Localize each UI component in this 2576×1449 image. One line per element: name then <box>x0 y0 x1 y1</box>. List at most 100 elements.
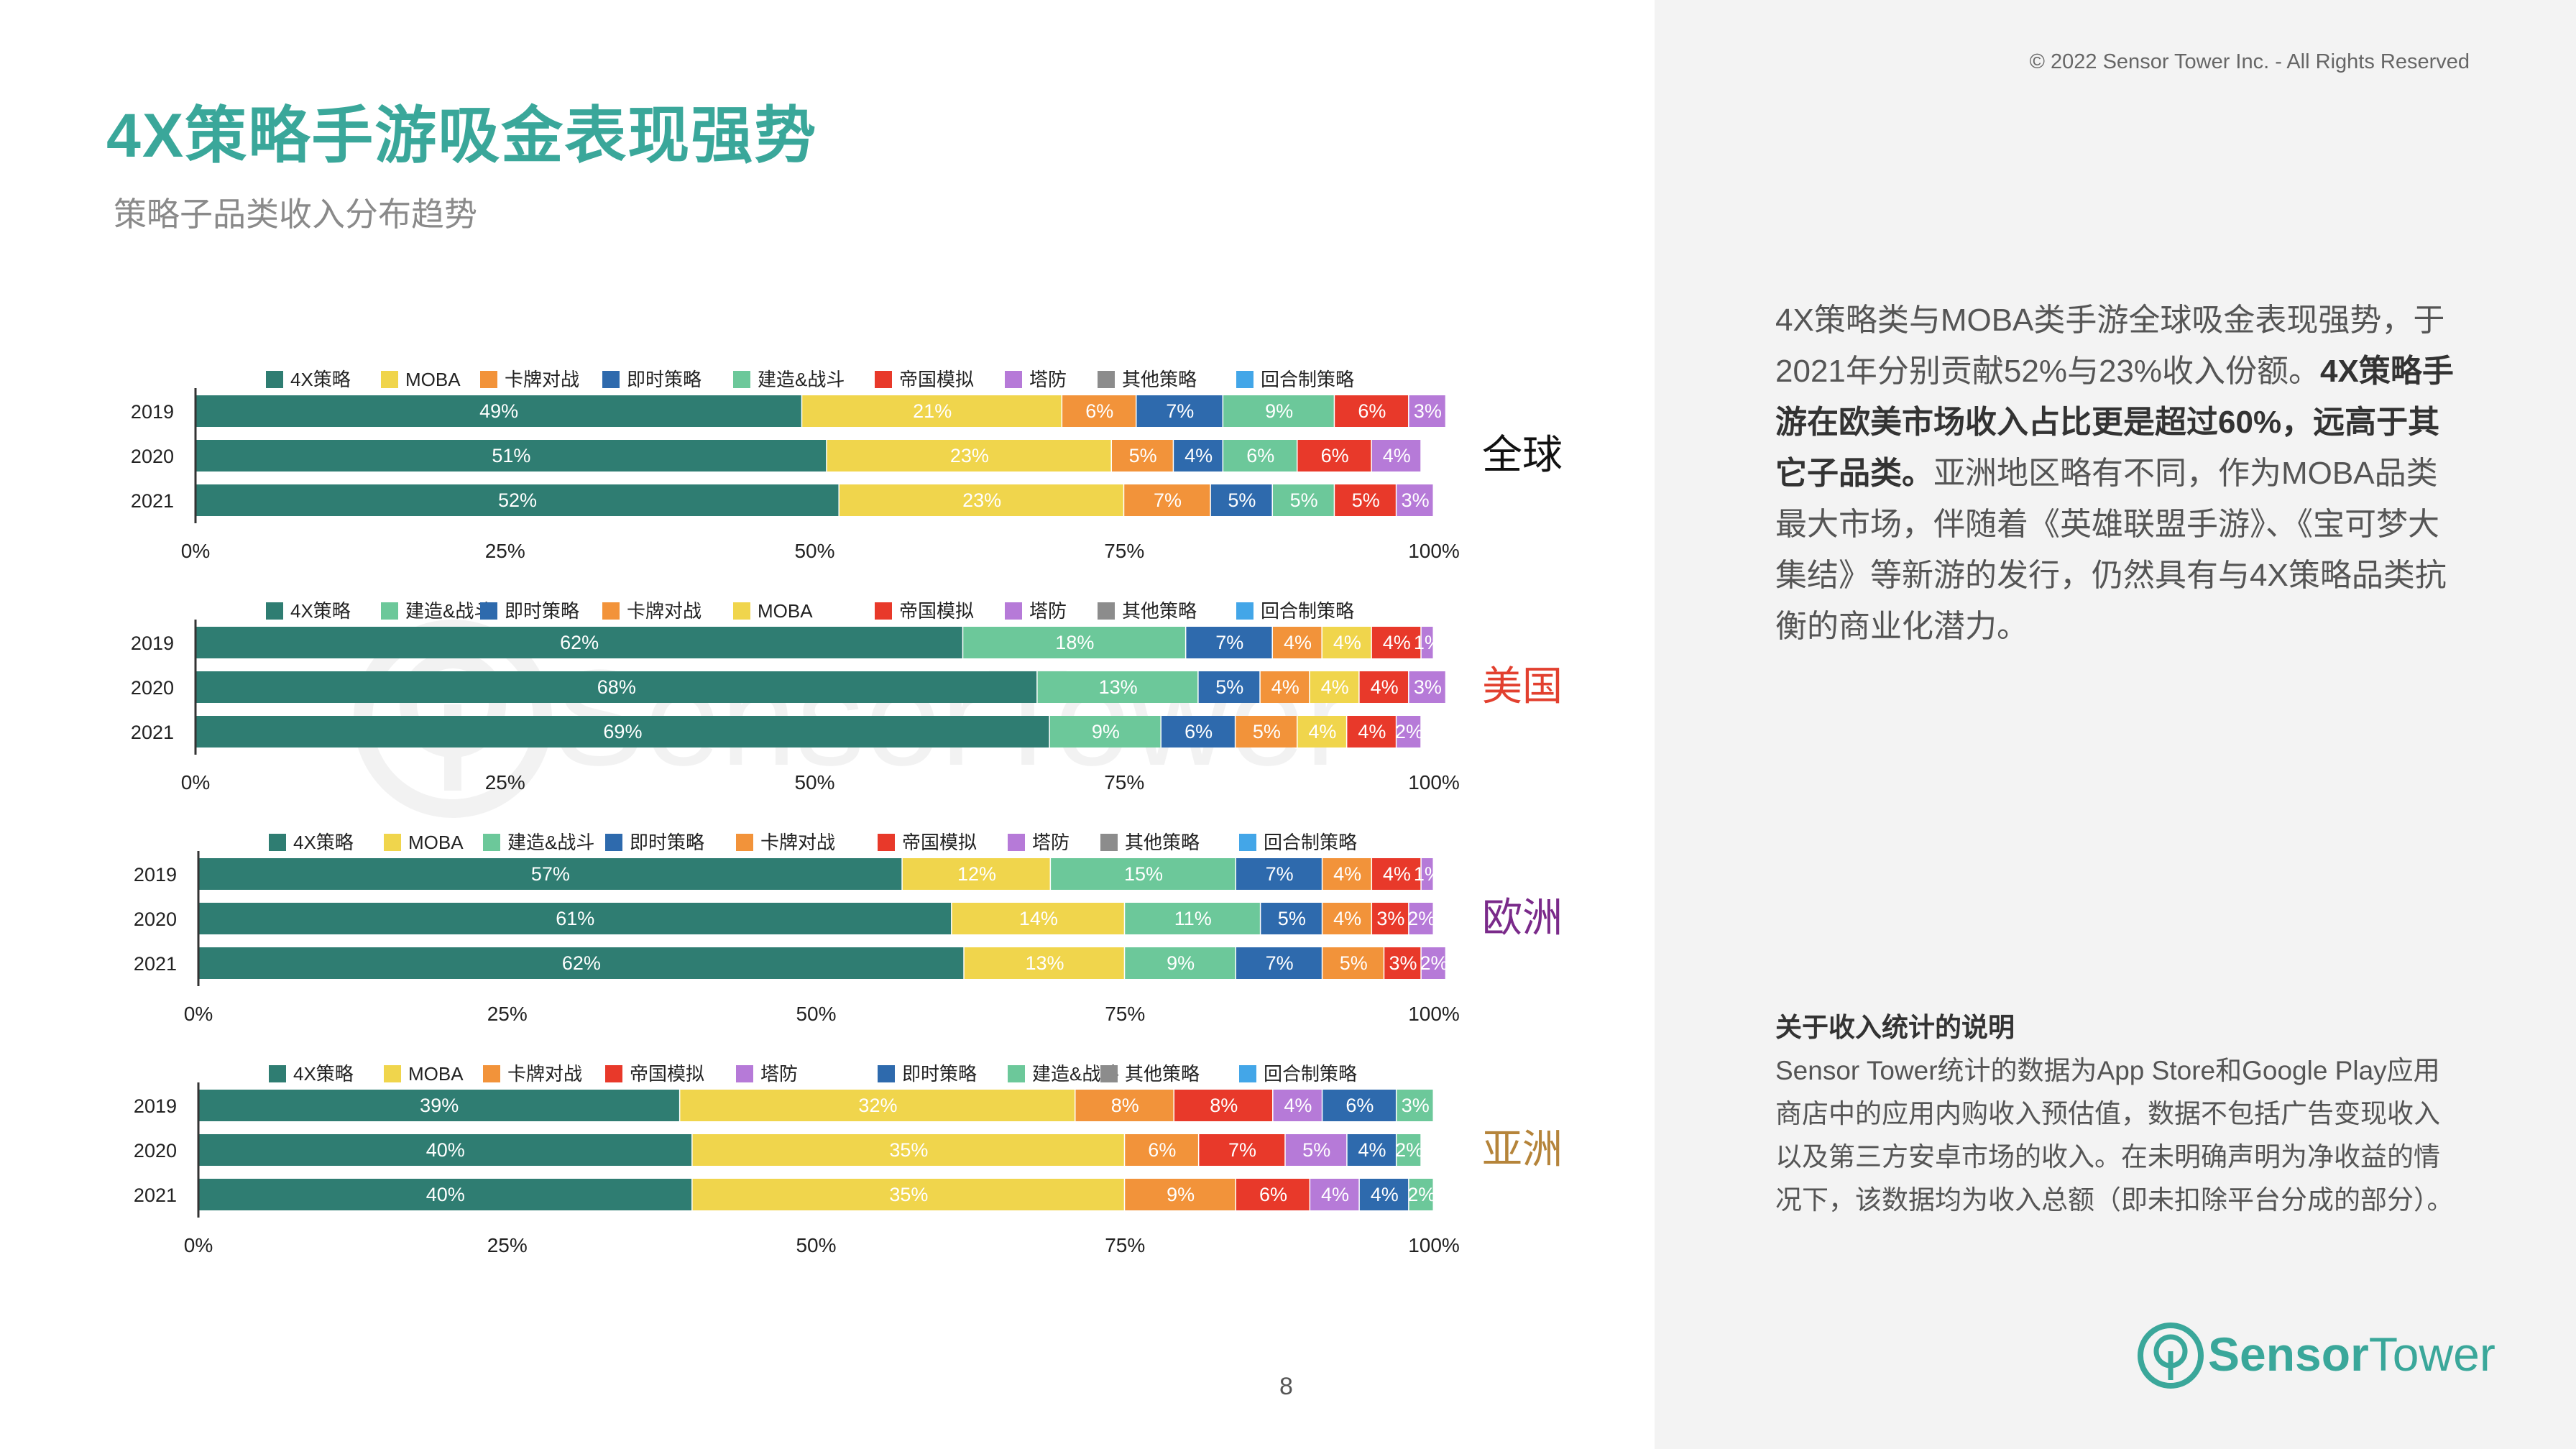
data-label: 6% <box>1346 1095 1374 1116</box>
data-label: 23% <box>962 489 1001 511</box>
legend-swatch <box>1236 602 1254 620</box>
bar-segment <box>1199 1134 1286 1166</box>
data-label: 39% <box>420 1095 459 1116</box>
bar-segment <box>1125 947 1236 979</box>
logo-text: SensorTower <box>2208 1327 2496 1381</box>
data-label: 3% <box>1376 908 1404 929</box>
note-body: Sensor Tower统计的数据为App Store和Google Play应… <box>1775 1056 2454 1215</box>
legend-swatch <box>266 602 283 620</box>
bar-segment <box>1397 1134 1422 1166</box>
data-label: 4% <box>1383 632 1411 653</box>
bar-segment <box>952 903 1126 934</box>
data-label: 7% <box>1266 863 1294 885</box>
data-label: 4% <box>1308 721 1336 742</box>
chart-1: 4X策略 建造&战斗 即时策略 卡牌对战 MOBA 帝国模拟 塔防 其他策略 回合制策略 2019… <box>131 600 1563 794</box>
legend-label: 即时策略 <box>630 832 704 853</box>
legend-label: 4X策略 <box>290 600 351 622</box>
data-label: 4% <box>1371 1184 1399 1205</box>
logo-text-light: Tower <box>2368 1328 2496 1381</box>
bar-segment <box>692 1179 1126 1210</box>
data-label: 62% <box>562 952 601 974</box>
data-label: 4% <box>1321 1184 1349 1205</box>
legend-label: 塔防 <box>1032 832 1070 853</box>
x-tick-label: 75% <box>1104 771 1144 794</box>
data-label: 62% <box>560 632 599 653</box>
bar-segment <box>1112 440 1174 472</box>
legend-swatch <box>878 834 895 851</box>
bar-segment <box>1421 858 1434 890</box>
bar-segment <box>1075 1090 1175 1121</box>
data-label: 13% <box>1025 952 1064 974</box>
bar-segment <box>692 1134 1126 1166</box>
bar-segment <box>1322 627 1372 658</box>
data-label: 7% <box>1215 632 1243 653</box>
charts-area: 4X策略 MOBA 卡牌对战 即时策略 建造&战斗 帝国模拟 塔防 其他策略 回合制策略2019… <box>131 369 1563 1256</box>
bar-segment <box>1371 440 1422 472</box>
data-label: 4% <box>1321 676 1349 698</box>
bar-segment <box>1409 395 1447 427</box>
bar-segment <box>198 1179 693 1210</box>
bar-segment <box>1421 627 1434 658</box>
legend-label: 建造&战斗 <box>758 369 845 390</box>
bar-segment <box>1372 903 1409 934</box>
data-label: 5% <box>1302 1139 1330 1161</box>
sensor-tower-logo: SensorTower <box>2136 1317 2496 1396</box>
year-label: 2019 <box>134 864 177 886</box>
data-label: 3% <box>1389 952 1417 974</box>
legend-swatch <box>1239 1065 1256 1082</box>
bar-segment <box>1161 716 1236 748</box>
legend-label: 塔防 <box>760 1063 798 1085</box>
legend-swatch <box>875 602 892 620</box>
data-label: 57% <box>531 863 570 885</box>
data-label: 1% <box>1414 632 1442 653</box>
data-label: 4% <box>1358 1139 1386 1161</box>
x-tick-label: 0% <box>181 771 210 794</box>
legend-label: 回合制策略 <box>1264 1063 1357 1085</box>
legend-swatch <box>1239 834 1256 851</box>
bar-segment <box>827 440 1113 472</box>
legend-swatch <box>480 371 497 388</box>
x-tick-label: 0% <box>184 1234 213 1256</box>
bar-segment <box>1297 716 1348 748</box>
bar-segment <box>1347 716 1397 748</box>
data-label: 9% <box>1092 721 1120 742</box>
right-panel <box>1655 0 2576 1449</box>
data-label: 4% <box>1333 908 1361 929</box>
data-label: 23% <box>950 445 989 466</box>
bar-segment <box>802 395 1063 427</box>
data-label: 5% <box>1352 489 1380 511</box>
data-label: 4% <box>1333 632 1361 653</box>
region-label: 欧洲 <box>1482 895 1563 940</box>
data-label: 4% <box>1383 863 1411 885</box>
x-tick-label: 25% <box>485 771 525 794</box>
year-label: 2019 <box>134 1095 177 1117</box>
legend-label: 帝国模拟 <box>899 600 974 622</box>
data-label: 4% <box>1184 445 1213 466</box>
legend-swatch <box>1098 602 1115 620</box>
legend-label: 4X策略 <box>293 832 354 853</box>
year-label: 2020 <box>134 908 177 930</box>
bar-segment <box>964 947 1126 979</box>
bar-segment <box>1421 947 1447 979</box>
data-label: 2% <box>1420 952 1448 974</box>
data-label: 14% <box>1019 908 1058 929</box>
bar-segment <box>1236 1179 1311 1210</box>
data-label: 6% <box>1259 1184 1287 1205</box>
bar-segment <box>963 627 1187 658</box>
year-label: 2021 <box>134 1184 177 1206</box>
legend-swatch <box>1100 834 1118 851</box>
legend-label: 回合制策略 <box>1261 369 1354 390</box>
data-label: 3% <box>1414 676 1442 698</box>
description-part2: 亚洲地区略有不同，作为MOBA品类最大市场，伴随着《英雄联盟手游》、《宝可梦大集… <box>1775 456 2447 644</box>
page-subtitle: 策略子品类收入分布趋势 <box>114 196 477 233</box>
legend-swatch <box>733 602 750 620</box>
data-label: 5% <box>1253 721 1281 742</box>
legend-label: MOBA <box>758 600 813 622</box>
bar-segment <box>1384 947 1422 979</box>
legend-label: 即时策略 <box>902 1063 977 1085</box>
legend-label: 塔防 <box>1029 600 1067 622</box>
bar-segment <box>1397 716 1422 748</box>
year-label: 2021 <box>134 953 177 975</box>
legend-swatch <box>381 371 398 388</box>
data-label: 7% <box>1266 952 1294 974</box>
